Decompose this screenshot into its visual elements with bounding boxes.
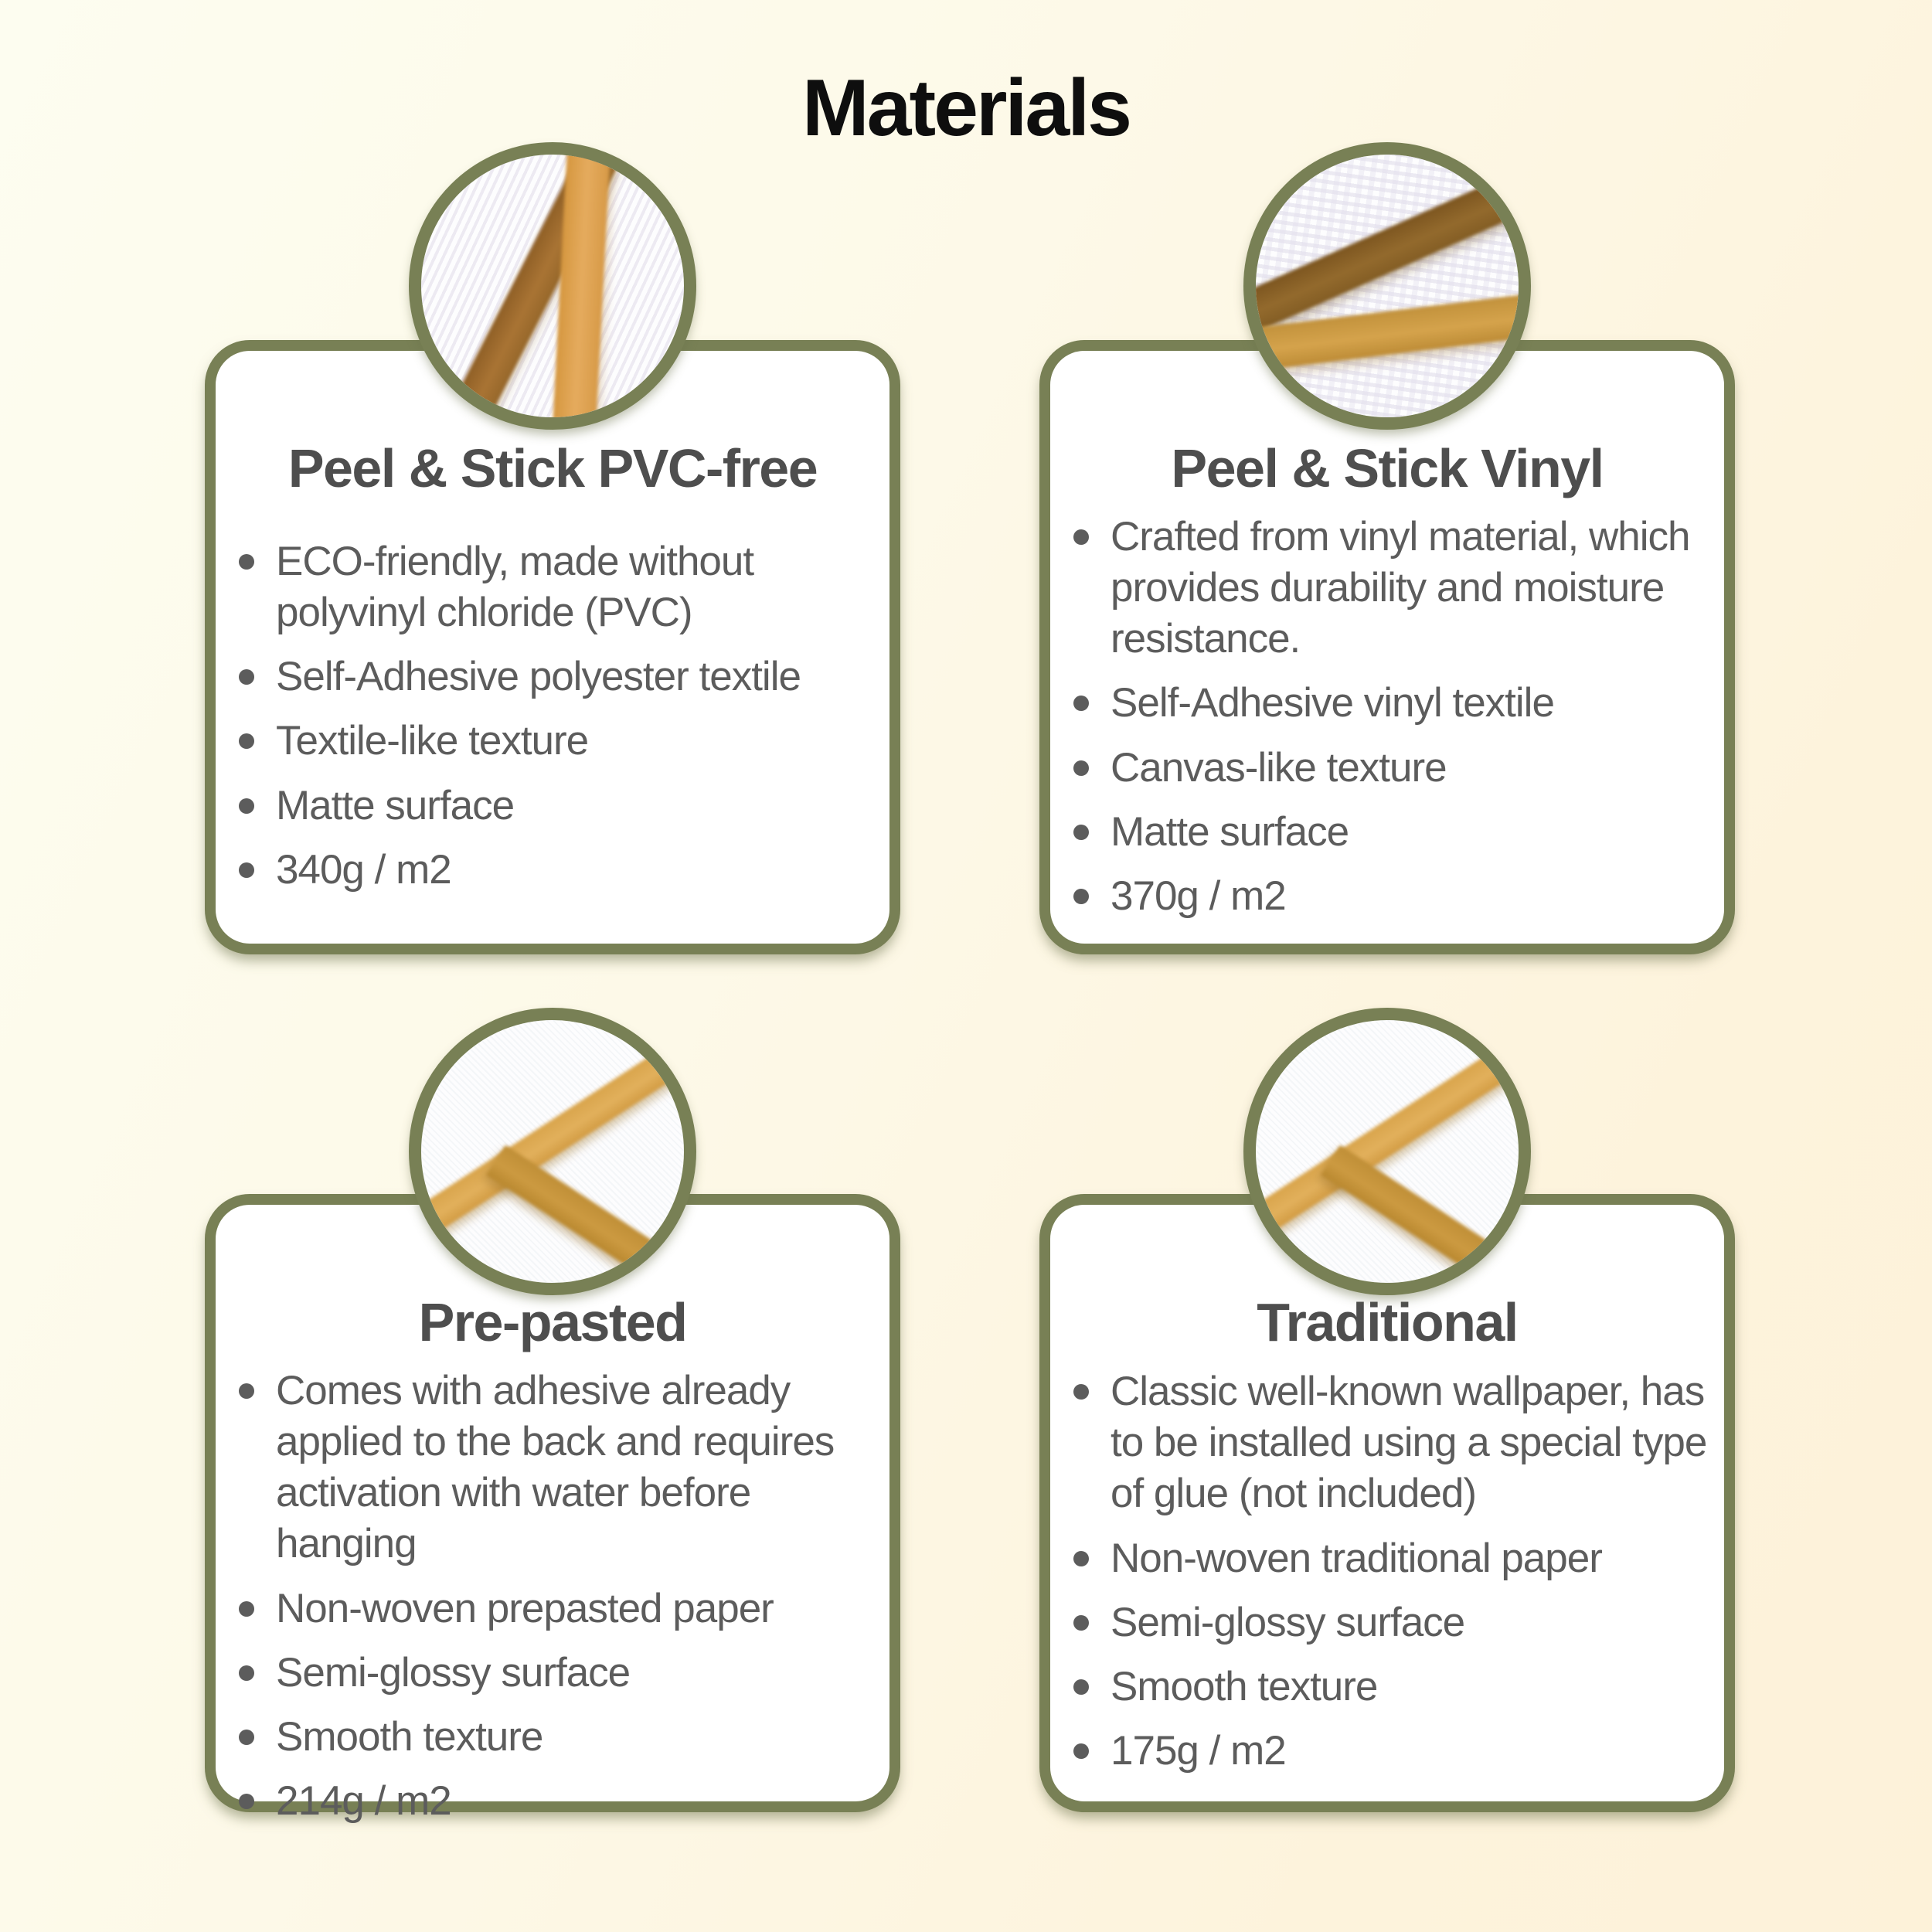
card-title: Pre-pasted xyxy=(418,1292,688,1352)
bullet-text: Crafted from vinyl material, which provi… xyxy=(1111,513,1690,662)
bullet-text: Textile-like texture xyxy=(276,718,589,764)
bullet-item: 175g / m2 xyxy=(1070,1726,1716,1777)
bullet-dot-icon xyxy=(1073,1614,1089,1631)
bullet-text: Smooth texture xyxy=(1111,1664,1378,1710)
bullet-list: Crafted from vinyl material, which provi… xyxy=(1050,498,1724,946)
bullet-dot-icon xyxy=(239,1665,254,1681)
bullet-item: Self-Adhesive vinyl textile xyxy=(1070,678,1716,729)
bullet-text: Matte surface xyxy=(276,782,515,828)
bullet-dot-icon xyxy=(1073,760,1089,776)
bullet-item: Comes with adhesive already applied to t… xyxy=(236,1366,882,1570)
bullet-item: 340g / m2 xyxy=(236,845,882,896)
bullet-item: Self-Adhesive polyester textile xyxy=(236,651,882,702)
bullet-dot-icon xyxy=(239,1730,254,1745)
bullet-text: Semi-glossy surface xyxy=(276,1649,631,1696)
vinyl-swatch-image xyxy=(1243,142,1531,430)
bullet-dot-icon xyxy=(239,669,254,685)
bullet-dot-icon xyxy=(239,1600,254,1617)
bullet-text: Non-woven traditional paper xyxy=(1111,1535,1603,1581)
bullet-item: Smooth texture xyxy=(236,1712,882,1763)
card-title: Peel & Stick Vinyl xyxy=(1171,438,1604,498)
bullet-text: Smooth texture xyxy=(276,1714,543,1760)
bullet-dot-icon xyxy=(1073,889,1089,904)
material-card-traditional: Traditional Classic well-known wallpaper… xyxy=(1039,1008,1735,1812)
card-title: Traditional xyxy=(1257,1292,1519,1352)
bullet-item: Semi-glossy surface xyxy=(1070,1597,1716,1648)
bullet-text: 340g / m2 xyxy=(276,846,452,893)
bullet-item: ECO-friendly, made without polyvinyl chl… xyxy=(236,536,882,639)
bullet-item: 214g / m2 xyxy=(236,1776,882,1827)
bullet-text: Self-Adhesive vinyl textile xyxy=(1111,680,1555,726)
bullet-list: ECO-friendly, made without polyvinyl chl… xyxy=(216,498,889,944)
bullet-dot-icon xyxy=(239,862,254,878)
bullet-item: Smooth texture xyxy=(1070,1662,1716,1713)
bullet-text: Self-Adhesive polyester textile xyxy=(276,654,801,699)
bullet-item: 370g / m2 xyxy=(1070,871,1716,922)
bullet-item: Non-woven prepasted paper xyxy=(236,1583,882,1634)
bullet-dot-icon xyxy=(1073,529,1089,545)
bullet-text: 214g / m2 xyxy=(276,1778,452,1825)
traditional-swatch-image xyxy=(1243,1008,1531,1295)
bullet-dot-icon xyxy=(1073,1743,1089,1760)
bullet-text: ECO-friendly, made without polyvinyl chl… xyxy=(276,538,754,635)
bullet-item: Semi-glossy surface xyxy=(236,1648,882,1699)
bullet-text: Canvas-like texture xyxy=(1111,744,1447,791)
page-title: Materials xyxy=(802,63,1132,153)
bullet-list: Comes with adhesive already applied to t… xyxy=(216,1352,889,1851)
material-card-peel-stick-vinyl: Peel & Stick Vinyl Crafted from vinyl ma… xyxy=(1039,142,1735,954)
bullet-text: Non-woven prepasted paper xyxy=(276,1585,774,1631)
bullet-item: Textile-like texture xyxy=(236,716,882,767)
bullet-dot-icon xyxy=(239,553,254,570)
bullet-item: Crafted from vinyl material, which provi… xyxy=(1070,512,1716,665)
pvc-free-swatch-image xyxy=(409,142,696,430)
bullet-item: Canvas-like texture xyxy=(1070,743,1716,794)
bullet-dot-icon xyxy=(239,1794,254,1810)
bullet-text: Classic well-known wallpaper, has to be … xyxy=(1111,1368,1707,1517)
bullet-dot-icon xyxy=(1073,824,1089,840)
bullet-dot-icon xyxy=(1073,1679,1089,1696)
bullet-text: 370g / m2 xyxy=(1111,873,1287,919)
bullet-text: Comes with adhesive already applied to t… xyxy=(276,1367,835,1567)
bullet-item: Non-woven traditional paper xyxy=(1070,1533,1716,1584)
bullet-text: Semi-glossy surface xyxy=(1111,1599,1465,1645)
material-card-peel-stick-pvc-free: Peel & Stick PVC-free ECO-friendly, made… xyxy=(205,142,900,954)
material-card-pre-pasted: Pre-pasted Comes with adhesive already a… xyxy=(205,1008,900,1824)
bullet-item: Classic well-known wallpaper, has to be … xyxy=(1070,1366,1716,1520)
bullet-text: Matte surface xyxy=(1111,808,1349,855)
bullet-item: Matte surface xyxy=(236,781,882,832)
bullet-dot-icon xyxy=(239,1383,254,1399)
card-title: Peel & Stick PVC-free xyxy=(287,438,818,498)
bullet-dot-icon xyxy=(1073,696,1089,712)
bullet-dot-icon xyxy=(239,798,254,814)
bullet-item: Matte surface xyxy=(1070,807,1716,858)
bullet-list: Classic well-known wallpaper, has to be … xyxy=(1050,1352,1724,1802)
bullet-dot-icon xyxy=(239,733,254,750)
bullet-text: 175g / m2 xyxy=(1111,1728,1287,1774)
pre-pasted-swatch-image xyxy=(409,1008,696,1295)
bullet-dot-icon xyxy=(1073,1383,1089,1400)
bullet-dot-icon xyxy=(1073,1550,1089,1566)
